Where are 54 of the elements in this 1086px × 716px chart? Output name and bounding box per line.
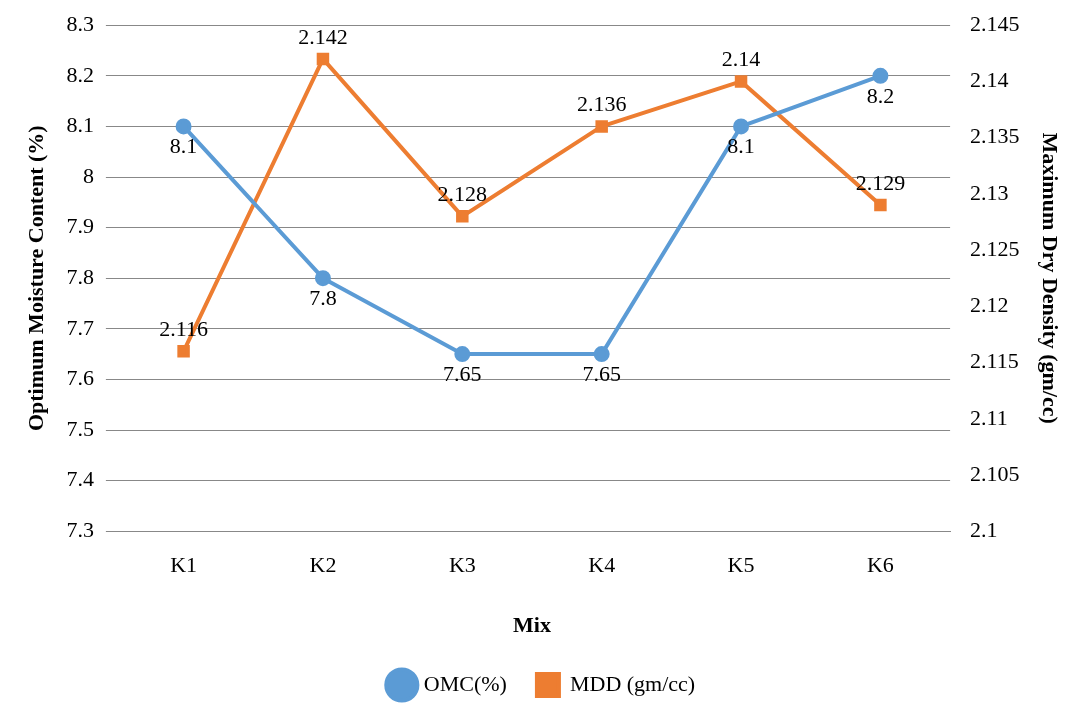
- x-tick-label: K3: [448, 552, 476, 578]
- y-axis-title: Optimum Moisture Content (%): [22, 125, 48, 432]
- x-tick-label: K4: [588, 552, 616, 578]
- y-tick-label: 7.4: [66, 466, 94, 492]
- y2-tick-label: 2.11: [970, 404, 1008, 430]
- x-tick-label: K5: [727, 552, 755, 578]
- y2-axis-title: Maximum Dry Density (gm/cc): [1038, 132, 1064, 424]
- y2-tick-label: 2.135: [970, 123, 1020, 149]
- y-tick-label: 7.9: [66, 213, 94, 239]
- point: [454, 346, 471, 363]
- data-label: 7.65: [582, 360, 621, 386]
- point: [177, 345, 190, 358]
- y-tick-label: 7.7: [66, 314, 94, 340]
- point: [734, 75, 748, 88]
- data-label: 8.2: [866, 82, 895, 108]
- x-tick-label: K2: [309, 552, 337, 578]
- point: [874, 198, 887, 212]
- point: [175, 118, 192, 135]
- data-label: 2.129: [855, 169, 906, 195]
- y2-tick-label: 2.13: [970, 179, 1009, 205]
- x-axis-title: Mix: [513, 612, 551, 638]
- y-tick-label: 8.3: [66, 10, 94, 36]
- data-label: 7.65: [443, 360, 482, 386]
- y2-tick-label: 2.1: [970, 516, 998, 542]
- y2-tick-label: 2.105: [970, 460, 1020, 486]
- y2-tick-label: 2.115: [970, 348, 1019, 374]
- data-label: 7.8: [309, 284, 337, 310]
- y2-tick-label: 2.14: [970, 67, 1009, 93]
- y-tick-label: 8.2: [66, 61, 94, 87]
- point: [316, 52, 330, 66]
- x-tick-label: K1: [170, 552, 198, 578]
- point: [733, 118, 750, 135]
- data-label: 8.1: [169, 133, 198, 159]
- point: [314, 270, 331, 287]
- data-label: 2.142: [298, 23, 348, 49]
- y-tick-label: 7.6: [66, 365, 94, 391]
- data-label: 2.136: [576, 91, 627, 117]
- point: [456, 210, 469, 223]
- data-label: 8.1: [727, 133, 755, 159]
- y-tick-label: 7.8: [66, 263, 94, 289]
- y-tick-label: 8.1: [66, 112, 94, 138]
- y-tick-label: 8: [82, 162, 94, 188]
- legend-label: OMC(%): [423, 670, 507, 696]
- point: [593, 346, 610, 363]
- point: [872, 67, 889, 84]
- data-label: 2.14: [721, 46, 761, 72]
- legend-label: MDD (gm/cc): [569, 670, 696, 696]
- y-tick-label: 7.5: [66, 415, 94, 441]
- y-tick-label: 7.3: [66, 516, 94, 542]
- y2-tick-label: 2.12: [970, 292, 1009, 318]
- point: [595, 120, 608, 133]
- y2-tick-label: 2.125: [970, 235, 1020, 261]
- y2-tick-label: 2.145: [970, 10, 1020, 36]
- x-tick-label: K6: [866, 552, 894, 578]
